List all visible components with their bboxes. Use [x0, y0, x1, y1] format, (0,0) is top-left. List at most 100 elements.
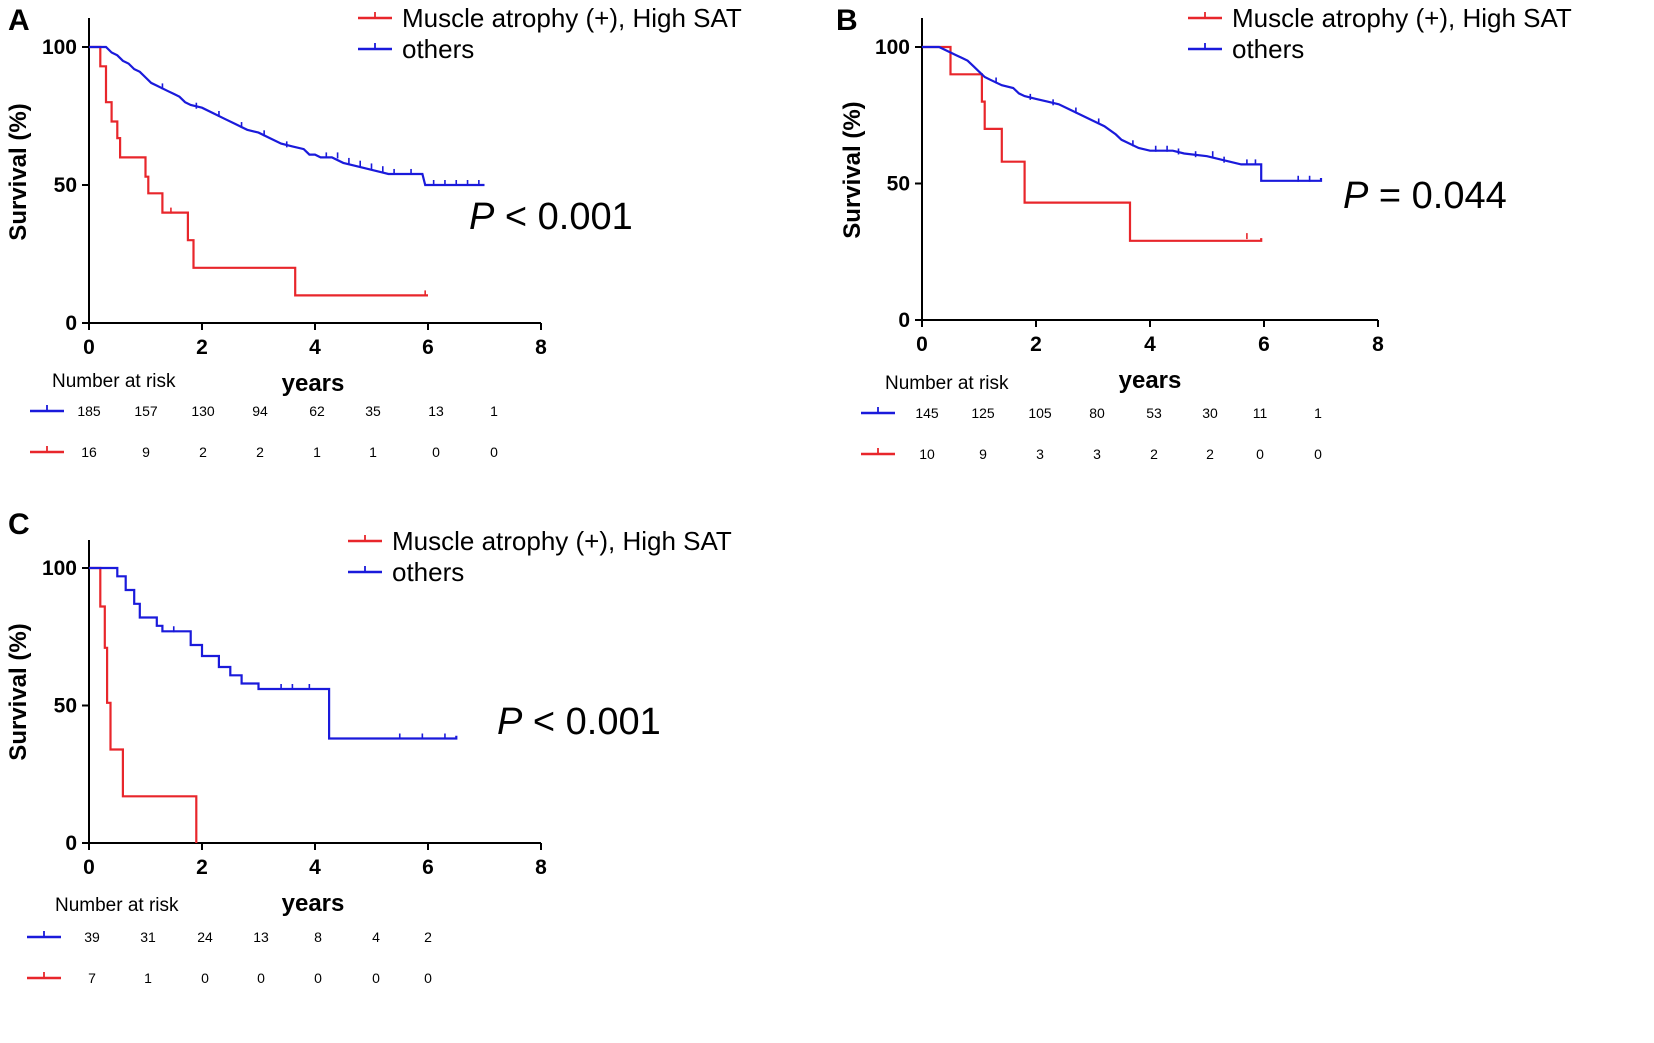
series-line-muscle-atrophy	[922, 45, 1263, 242]
panel-letter: A	[8, 4, 30, 37]
y-axis-title: Survival (%)	[5, 103, 32, 240]
x-axis-title: years	[1119, 367, 1182, 394]
risk-count: 31	[140, 929, 156, 945]
x-tick-label: 6	[422, 336, 434, 359]
risk-count: 24	[197, 929, 213, 945]
risk-count: 62	[309, 403, 325, 419]
risk-count: 2	[424, 929, 432, 945]
risk-count: 30	[1202, 405, 1218, 421]
p-symbol: P	[1343, 175, 1369, 217]
series-line-muscle-atrophy	[89, 45, 428, 297]
risk-count: 0	[432, 444, 440, 460]
risk-count: 53	[1146, 405, 1162, 421]
y-tick-label: 0	[65, 832, 77, 855]
risk-count: 1	[313, 444, 321, 460]
x-tick-label: 4	[309, 856, 321, 879]
risk-count: 0	[257, 970, 265, 986]
x-tick-label: 4	[1144, 333, 1156, 356]
risk-count: 11	[1253, 405, 1268, 421]
panel-letter: C	[8, 508, 30, 541]
risk-count: 2	[199, 444, 207, 460]
p-value-text: = 0.044	[1368, 175, 1506, 217]
x-tick-label: 2	[1030, 333, 1042, 356]
risk-count: 39	[84, 929, 100, 945]
series-line-others	[922, 45, 1323, 182]
p-symbol: P	[497, 701, 523, 743]
legend-entry: Muscle atrophy (+), High SAT	[402, 3, 742, 33]
x-axis-title: years	[282, 890, 345, 917]
risk-count: 4	[372, 929, 380, 945]
risk-count: 3	[1093, 446, 1101, 462]
risk-count: 2	[1206, 446, 1214, 462]
y-tick-label: 0	[898, 309, 910, 332]
legend-entry: others	[402, 34, 474, 64]
risk-count: 3	[1036, 446, 1044, 462]
x-tick-label: 4	[309, 336, 321, 359]
risk-count: 145	[915, 405, 939, 421]
legend-entry: Muscle atrophy (+), High SAT	[1232, 3, 1572, 33]
risk-count: 0	[372, 970, 380, 986]
y-tick-label: 100	[875, 36, 910, 59]
risk-table-title: Number at risk	[52, 371, 176, 392]
x-tick-label: 0	[916, 333, 928, 356]
risk-table-title: Number at risk	[885, 373, 1009, 394]
series-line-muscle-atrophy	[89, 566, 198, 843]
x-tick-label: 2	[196, 856, 208, 879]
risk-count: 157	[134, 403, 158, 419]
risk-count: 0	[424, 970, 432, 986]
p-value-text: < 0.001	[522, 701, 660, 743]
risk-count: 80	[1089, 405, 1105, 421]
y-tick-label: 50	[887, 173, 910, 196]
risk-count: 2	[256, 444, 264, 460]
risk-count: 94	[252, 403, 268, 419]
risk-count: 0	[314, 970, 322, 986]
legend-entry: others	[392, 557, 464, 587]
risk-count: 1	[1314, 405, 1322, 421]
risk-count: 9	[979, 446, 987, 462]
risk-count: 1	[369, 444, 377, 460]
x-tick-label: 8	[1372, 333, 1384, 356]
series-line-others	[89, 45, 485, 187]
panel-letter: B	[836, 4, 858, 37]
risk-count: 9	[142, 444, 150, 460]
risk-count: 185	[77, 403, 101, 419]
y-tick-label: 100	[42, 557, 77, 580]
risk-count: 35	[365, 403, 381, 419]
risk-count: 0	[1314, 446, 1322, 462]
x-tick-label: 0	[83, 856, 95, 879]
p-value: P < 0.001	[469, 196, 633, 238]
risk-count: 130	[191, 403, 215, 419]
risk-count: 125	[971, 405, 995, 421]
risk-count: 0	[490, 444, 498, 460]
x-tick-label: 6	[1258, 333, 1270, 356]
x-tick-label: 6	[422, 856, 434, 879]
risk-count: 7	[88, 970, 96, 986]
risk-count: 16	[81, 444, 97, 460]
p-value-text: < 0.001	[494, 196, 632, 238]
series-line-others	[89, 566, 458, 740]
y-axis-title: Survival (%)	[839, 101, 866, 238]
risk-count: 105	[1028, 405, 1052, 421]
p-value: P = 0.044	[1343, 175, 1507, 217]
x-tick-label: 8	[535, 336, 547, 359]
x-tick-label: 8	[535, 856, 547, 879]
risk-count: 1	[144, 970, 152, 986]
x-axis-title: years	[282, 370, 345, 397]
p-symbol: P	[469, 196, 495, 238]
risk-count: 13	[253, 929, 269, 945]
y-tick-label: 50	[54, 695, 77, 718]
risk-count: 2	[1150, 446, 1158, 462]
x-tick-label: 2	[196, 336, 208, 359]
y-tick-label: 100	[42, 36, 77, 59]
y-tick-label: 0	[65, 312, 77, 335]
risk-count: 0	[201, 970, 209, 986]
risk-count: 0	[1256, 446, 1264, 462]
risk-table-title: Number at risk	[55, 895, 179, 916]
legend-entry: others	[1232, 34, 1304, 64]
risk-count: 10	[919, 446, 935, 462]
risk-count: 1	[490, 403, 498, 419]
